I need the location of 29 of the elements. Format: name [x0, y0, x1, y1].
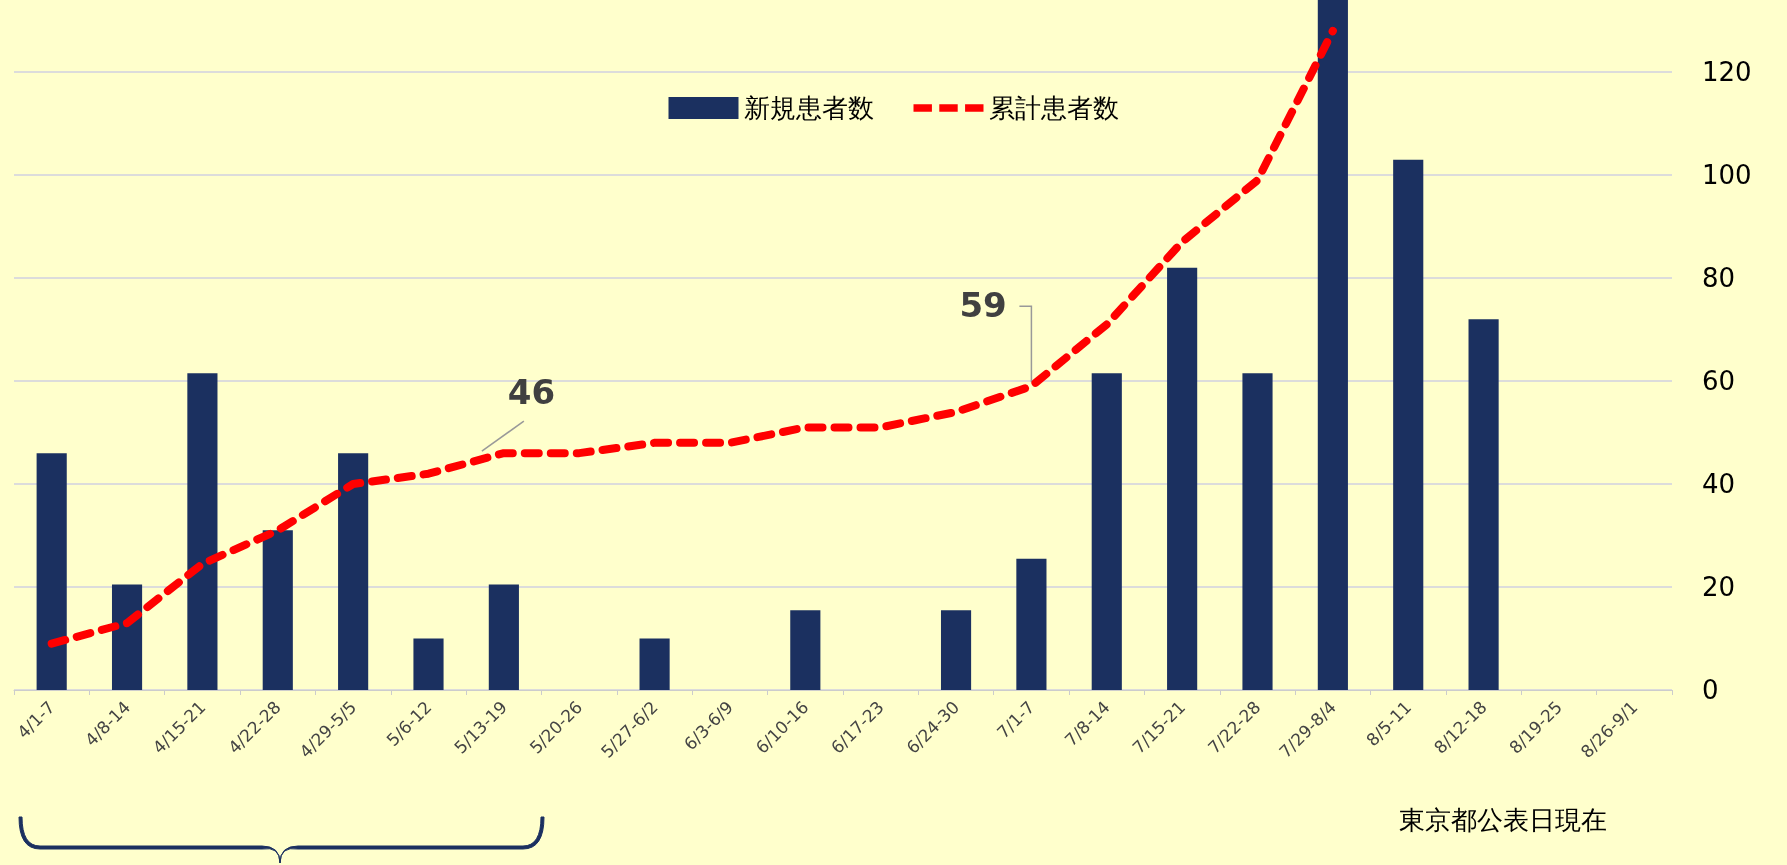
legend-label: 累計患者数 [988, 93, 1119, 123]
bar [1317, 0, 1348, 690]
bar [1091, 373, 1122, 690]
bar [187, 373, 218, 690]
y-tick-label: 80 [1702, 263, 1736, 294]
y-tick-label: 60 [1702, 366, 1736, 397]
bar [413, 638, 444, 690]
y-tick-label: 120 [1702, 57, 1752, 88]
bar [488, 584, 519, 690]
bar [940, 610, 972, 690]
bar [1468, 319, 1499, 690]
bar [111, 584, 143, 690]
text: 東京都公表日現在 [1399, 805, 1607, 835]
bar [338, 453, 369, 690]
y-tick-label: 20 [1702, 572, 1736, 603]
bar [1393, 159, 1424, 690]
bar [36, 453, 67, 690]
legend-label: 新規患者数 [743, 93, 874, 123]
bar [1242, 373, 1273, 690]
y-tick-label: 40 [1702, 469, 1736, 500]
bar [262, 530, 293, 690]
bar [639, 638, 670, 690]
bar [1167, 267, 1198, 690]
y-tick-label: 100 [1702, 160, 1752, 191]
y-tick-label: 0 [1702, 675, 1719, 705]
annotation: 59 [959, 285, 1007, 326]
bar [790, 610, 821, 690]
annotation: 46 [507, 372, 556, 413]
bar [1016, 558, 1047, 690]
